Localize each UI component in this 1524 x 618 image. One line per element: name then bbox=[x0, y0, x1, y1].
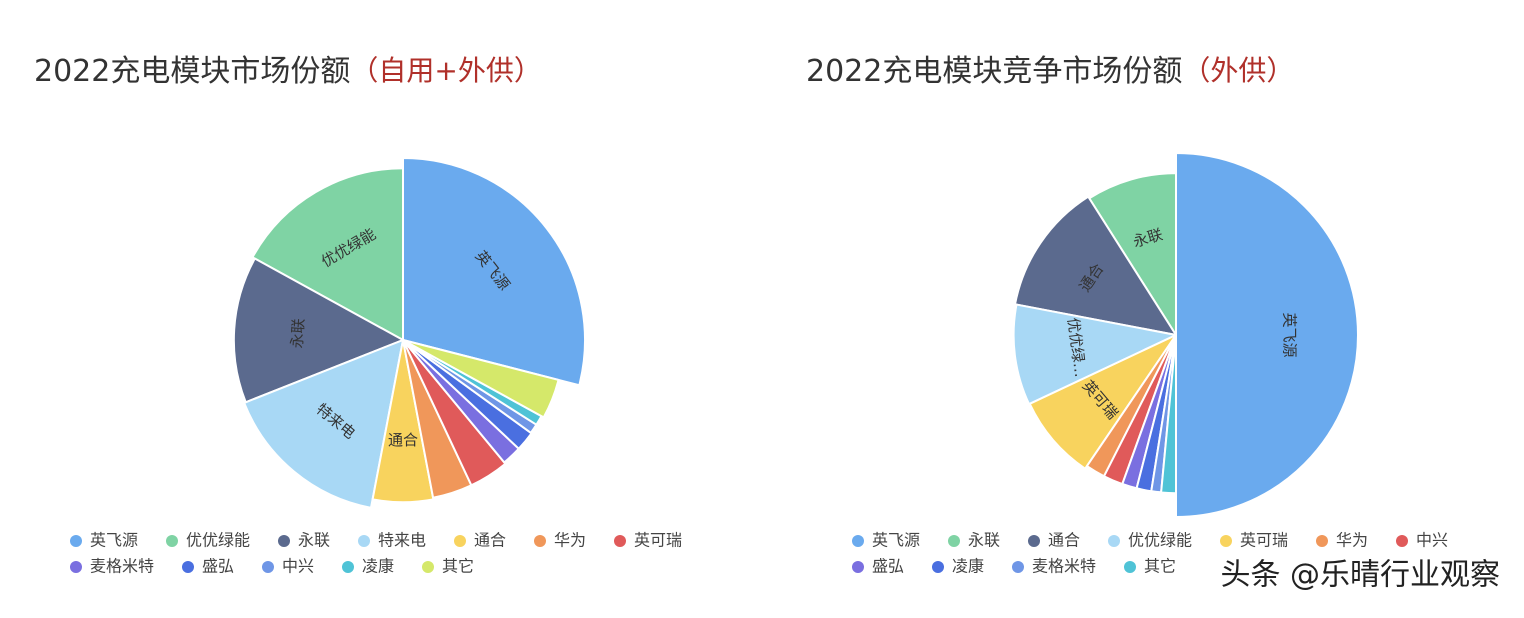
pie-slice bbox=[402, 157, 586, 387]
pie-slice bbox=[402, 339, 507, 487]
legend-label: 华为 bbox=[1336, 531, 1368, 550]
legend-label: 永联 bbox=[968, 531, 1000, 550]
slice-label: 永联 bbox=[288, 318, 308, 349]
legend-swatch bbox=[948, 535, 960, 547]
legend-label: 英可瑞 bbox=[634, 531, 682, 550]
title-text: 2022充电模块竞争市场份额 bbox=[806, 54, 1182, 89]
legend-swatch bbox=[454, 535, 466, 547]
legend-swatch bbox=[70, 535, 82, 547]
legend-swatch bbox=[422, 561, 434, 573]
subtitle-text: （自用+外供） bbox=[350, 54, 541, 87]
legend-swatch bbox=[342, 561, 354, 573]
legend-swatch bbox=[932, 561, 944, 573]
legend-label: 麦格米特 bbox=[1032, 557, 1096, 576]
pie-slice bbox=[371, 339, 435, 504]
legend-swatch bbox=[1316, 535, 1328, 547]
pie-slice bbox=[243, 339, 404, 509]
legend-label: 麦格米特 bbox=[90, 557, 154, 576]
legend-swatch bbox=[1220, 535, 1232, 547]
subtitle-text: （外供） bbox=[1182, 54, 1294, 87]
legend-swatch bbox=[1012, 561, 1024, 573]
chart-title: 2022充电模块市场份额（自用+外供） bbox=[34, 54, 542, 89]
pie-slice bbox=[1028, 334, 1177, 470]
legend-label: 通合 bbox=[1048, 531, 1080, 550]
pie-slice bbox=[1012, 303, 1177, 406]
legend-label: 英飞源 bbox=[872, 531, 920, 550]
legend-label: 英飞源 bbox=[90, 531, 138, 550]
legend-swatch bbox=[1396, 535, 1408, 547]
watermark: 头条 @乐晴行业观察 bbox=[1220, 558, 1500, 593]
legend-label: 英可瑞 bbox=[1240, 531, 1288, 550]
pie-slice bbox=[232, 257, 404, 404]
slice-label: 英飞源 bbox=[1280, 312, 1298, 357]
legend-swatch bbox=[70, 561, 82, 573]
legend-label: 优优绿能 bbox=[1128, 531, 1192, 550]
pie-slice bbox=[1014, 195, 1177, 336]
legend-label: 其它 bbox=[442, 557, 474, 576]
legend-swatch bbox=[1108, 535, 1120, 547]
legend-label: 中兴 bbox=[1416, 531, 1448, 550]
legend-swatch bbox=[614, 535, 626, 547]
legend-label: 华为 bbox=[554, 531, 586, 550]
legend-label: 凌康 bbox=[952, 557, 984, 576]
legend-label: 特来电 bbox=[378, 531, 426, 550]
legend-label: 凌康 bbox=[362, 557, 394, 576]
legend-label: 盛弘 bbox=[202, 557, 234, 576]
pie-slice bbox=[1175, 152, 1359, 518]
legend-swatch bbox=[534, 535, 546, 547]
legend-label: 优优绿能 bbox=[186, 531, 250, 550]
pie-slice bbox=[1088, 172, 1177, 336]
legend-swatch bbox=[166, 535, 178, 547]
legend-swatch bbox=[262, 561, 274, 573]
title-text: 2022充电模块市场份额 bbox=[34, 54, 350, 89]
legend-label: 盛弘 bbox=[872, 557, 904, 576]
legend-swatch bbox=[1028, 535, 1040, 547]
legend-swatch bbox=[852, 535, 864, 547]
pie-slice bbox=[1160, 334, 1177, 495]
legend-swatch bbox=[182, 561, 194, 573]
legend-label: 其它 bbox=[1144, 557, 1176, 576]
slice-label: 通合 bbox=[388, 431, 418, 449]
pie-slice bbox=[402, 339, 560, 419]
legend-swatch bbox=[852, 561, 864, 573]
legend-label: 通合 bbox=[474, 531, 506, 550]
legend-label: 中兴 bbox=[282, 557, 314, 576]
pie-slice bbox=[251, 167, 404, 341]
legend-swatch bbox=[358, 535, 370, 547]
chart-title: 2022充电模块竞争市场份额（外供） bbox=[806, 54, 1294, 89]
legend-swatch bbox=[278, 535, 290, 547]
legend-swatch bbox=[1124, 561, 1136, 573]
legend-label: 永联 bbox=[298, 531, 330, 550]
